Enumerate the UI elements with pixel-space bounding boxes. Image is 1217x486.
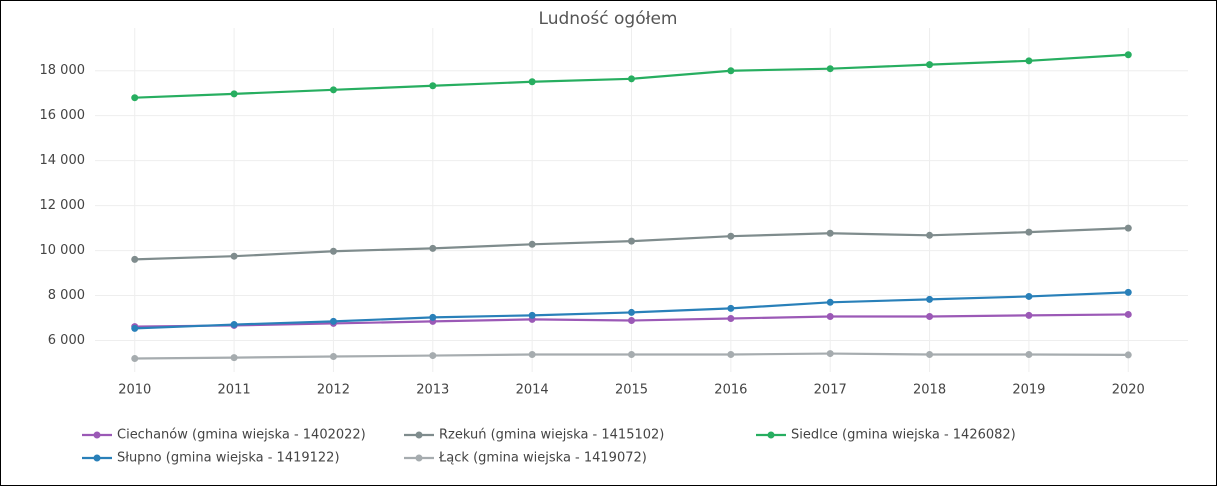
data-point — [727, 304, 735, 312]
data-point — [926, 61, 934, 69]
data-point — [131, 324, 139, 332]
legend-item: Rzekuń (gmina wiejska - 1415102) — [404, 428, 664, 443]
x-tick-label: 2018 — [913, 383, 946, 398]
data-point — [628, 317, 635, 325]
data-point — [131, 94, 139, 102]
data-point — [1025, 228, 1033, 236]
data-point — [628, 75, 635, 83]
x-tick-label: 2010 — [118, 383, 151, 398]
data-point — [131, 255, 139, 263]
x-tick-label: 2017 — [814, 383, 847, 398]
legend-marker — [93, 431, 101, 439]
data-point — [926, 295, 934, 303]
chart-title: Ludność ogółem — [539, 9, 678, 29]
data-point — [528, 240, 536, 248]
y-tick-label: 16 000 — [40, 108, 86, 123]
legend-item: Słupno (gmina wiejska - 1419122) — [82, 451, 340, 466]
data-point — [926, 231, 934, 239]
data-point — [628, 308, 635, 316]
legend-label: Ciechanów (gmina wiejska - 1402022) — [117, 428, 366, 443]
data-point — [727, 314, 735, 322]
legend-marker — [415, 431, 423, 439]
y-tick-label: 8 000 — [48, 288, 85, 303]
data-point — [329, 86, 337, 94]
y-tick-label: 18 000 — [40, 63, 86, 78]
data-point — [429, 82, 437, 90]
data-point — [528, 350, 536, 358]
data-point — [1124, 51, 1132, 59]
x-tick-label: 2011 — [218, 383, 251, 398]
x-tick-label: 2016 — [714, 383, 747, 398]
legend-marker — [93, 454, 101, 462]
data-point — [628, 237, 635, 245]
data-point — [329, 247, 337, 255]
data-point — [826, 298, 834, 306]
legend-label: Rzekuń (gmina wiejska - 1415102) — [439, 428, 664, 443]
data-point — [429, 244, 437, 252]
data-point — [1025, 292, 1033, 300]
data-point — [926, 312, 934, 320]
x-tick-label: 2020 — [1112, 383, 1145, 398]
data-point — [628, 350, 635, 358]
legend-item: Ciechanów (gmina wiejska - 1402022) — [82, 428, 366, 443]
data-point — [826, 312, 834, 320]
data-point — [1025, 350, 1033, 358]
x-tick-label: 2019 — [1012, 383, 1045, 398]
data-point — [826, 229, 834, 237]
data-point — [727, 67, 735, 75]
data-point — [429, 313, 437, 321]
y-tick-label: 12 000 — [40, 198, 86, 213]
x-tick-label: 2014 — [516, 383, 549, 398]
data-point — [329, 317, 337, 325]
legend-label: Siedlce (gmina wiejska - 1426082) — [791, 428, 1016, 443]
data-point — [926, 350, 934, 358]
data-point — [528, 311, 536, 319]
legend-marker — [767, 431, 775, 439]
data-point — [727, 232, 735, 240]
y-tick-label: 14 000 — [40, 153, 86, 168]
legend-marker — [415, 454, 423, 462]
x-tick-label: 2013 — [416, 383, 449, 398]
data-point — [1025, 311, 1033, 319]
y-tick-label: 6 000 — [48, 333, 85, 348]
data-point — [230, 321, 238, 329]
legend-label: Łąck (gmina wiejska - 1419072) — [438, 451, 647, 466]
data-point — [1124, 351, 1132, 359]
data-point — [826, 65, 834, 73]
data-point — [131, 355, 139, 363]
data-point — [1124, 288, 1132, 296]
legend-label: Słupno (gmina wiejska - 1419122) — [117, 451, 340, 466]
legend-item: Łąck (gmina wiejska - 1419072) — [404, 451, 647, 466]
data-point — [329, 352, 337, 360]
x-tick-label: 2012 — [317, 383, 350, 398]
y-tick-label: 10 000 — [40, 243, 86, 258]
data-point — [429, 352, 437, 360]
x-tick-label: 2015 — [615, 383, 648, 398]
legend-item: Siedlce (gmina wiejska - 1426082) — [756, 428, 1016, 443]
data-point — [528, 78, 536, 86]
data-point — [230, 354, 238, 362]
data-point — [826, 350, 834, 358]
data-point — [1025, 57, 1033, 65]
data-point — [727, 350, 735, 358]
data-point — [230, 90, 238, 98]
data-point — [230, 252, 238, 260]
data-point — [1124, 310, 1132, 318]
data-point — [1124, 224, 1132, 232]
